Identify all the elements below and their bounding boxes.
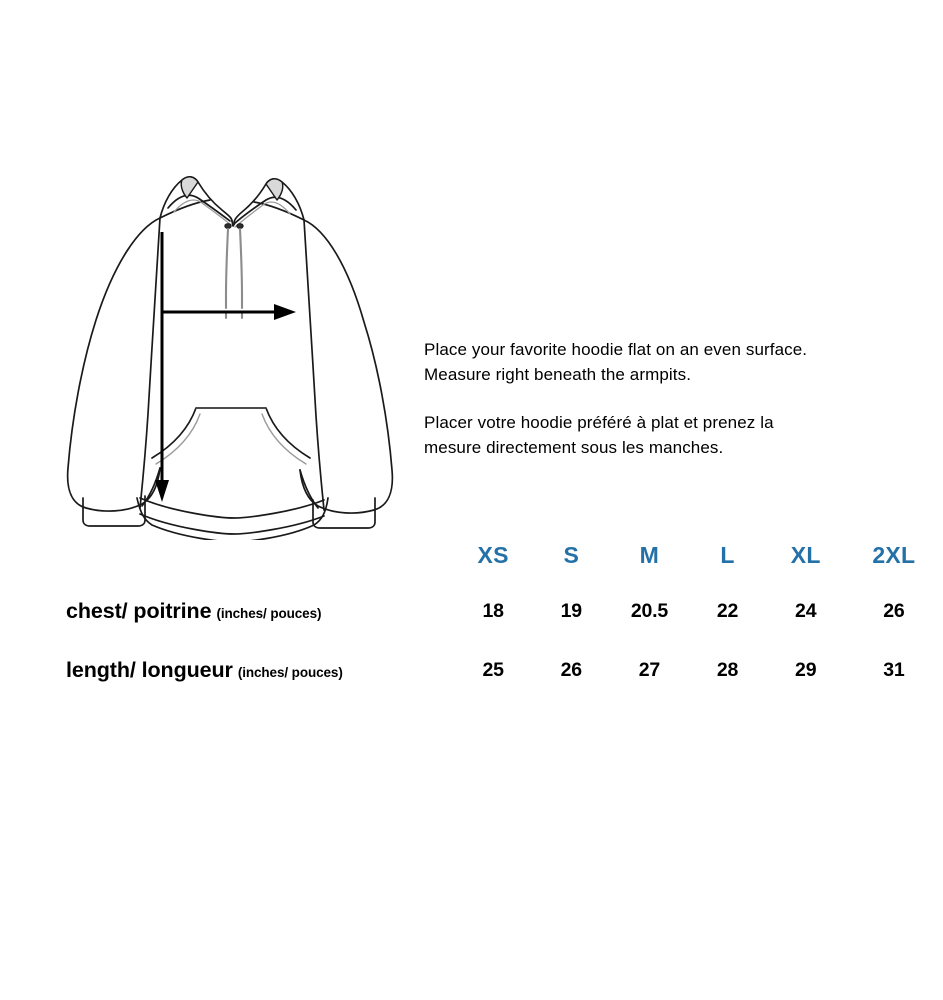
length-value-xs: 25 [482, 659, 504, 681]
size-header-2xl: 2XL [872, 541, 916, 568]
size-header-m: M [639, 541, 660, 568]
table-row-length: length/ longueur (inches/ pouces) 25 26 2… [0, 641, 943, 700]
instructions-french-line-1: Placer votre hoodie préféré à plat et pr… [424, 413, 774, 432]
row-label-length-main: length/ longueur [66, 658, 233, 682]
instructions-english: Place your favorite hoodie flat on an ev… [424, 338, 894, 387]
size-chart-table: XS S M L XL 2XL chest/ poitrine (inches/ … [0, 528, 943, 700]
measurement-arrows [155, 232, 296, 502]
length-arrow [155, 232, 169, 502]
header-spacer [0, 528, 454, 582]
row-label-chest-main: chest/ poitrine [66, 599, 212, 623]
measurements-table: XS S M L XL 2XL chest/ poitrine (inches/ … [0, 528, 943, 700]
chest-value-l: 22 [716, 600, 739, 622]
chest-value-m: 20.5 [630, 600, 668, 622]
row-label-length: length/ longueur (inches/ pouces) [0, 641, 454, 700]
length-value-s: 26 [560, 659, 582, 681]
chest-value-xl: 24 [795, 600, 817, 622]
size-header-s: S [563, 541, 580, 568]
measuring-instructions: Place your favorite hoodie flat on an ev… [424, 338, 894, 460]
size-header-l: L [720, 541, 735, 568]
length-value-2xl: 31 [883, 659, 905, 681]
instructions-english-line-1: Place your favorite hoodie flat on an ev… [424, 340, 808, 359]
chest-arrow [162, 304, 296, 320]
length-value-xl: 29 [795, 659, 817, 681]
table-row-chest: chest/ poitrine (inches/ pouces) 18 19 20… [0, 582, 943, 641]
length-value-m: 27 [638, 659, 661, 681]
chest-value-s: 19 [560, 600, 582, 622]
size-header-xl: XL [790, 541, 821, 568]
instructions-french-line-2: mesure directement sous les manches. [424, 437, 724, 457]
size-header-xs: XS [477, 541, 509, 568]
row-label-length-unit: (inches/ pouces) [237, 665, 343, 680]
row-label-chest-unit: (inches/ pouces) [216, 606, 322, 621]
chest-value-xs: 18 [482, 600, 504, 622]
chest-value-2xl: 26 [883, 600, 905, 622]
instructions-english-line-2: Measure right beneath the armpits. [424, 364, 692, 384]
hoodie-illustration [52, 168, 408, 540]
instructions-french: Placer votre hoodie préféré à plat et pr… [424, 411, 894, 460]
row-label-chest: chest/ poitrine (inches/ pouces) [0, 582, 454, 641]
length-value-l: 28 [716, 659, 739, 681]
table-header-row: XS S M L XL 2XL [0, 528, 943, 582]
